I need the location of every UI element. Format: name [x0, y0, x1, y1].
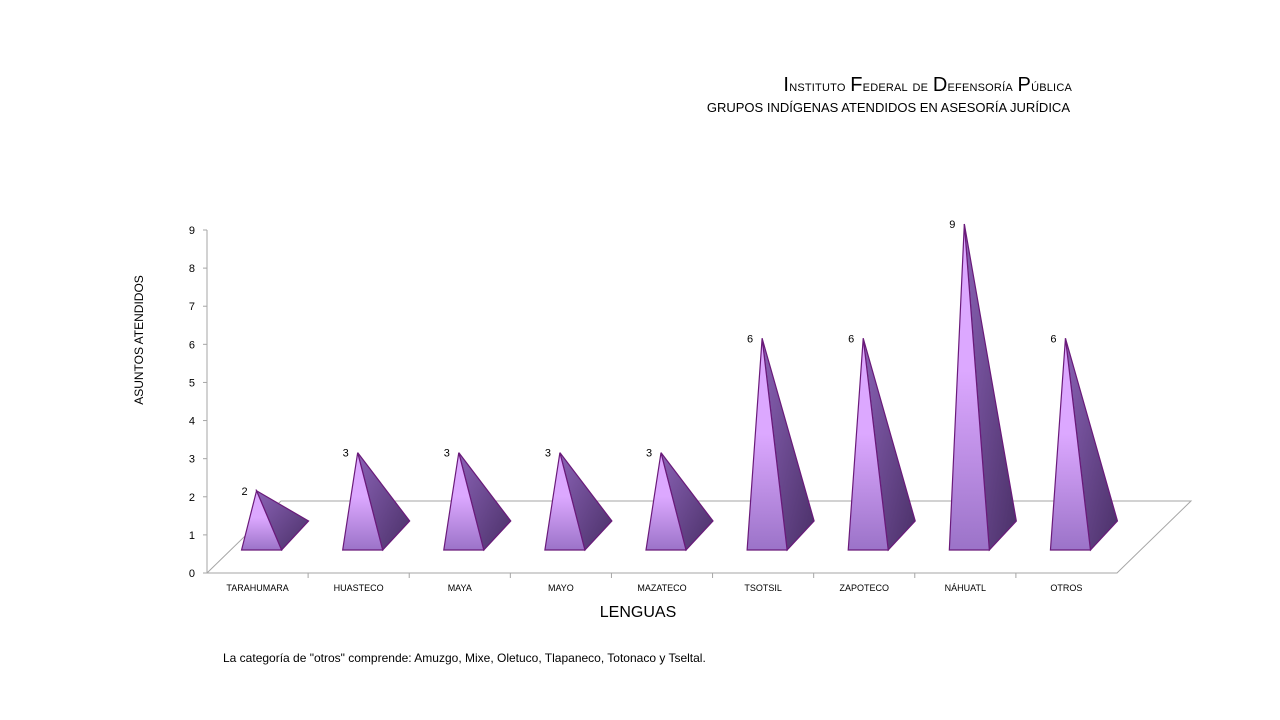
data-label-2: 3: [444, 448, 450, 460]
y-tick-label-0: 0: [189, 568, 195, 580]
title-word-0: nstituto: [789, 78, 851, 95]
x-axis-label: LENGUAS: [599, 604, 677, 621]
y-tick-label-7: 7: [189, 301, 195, 313]
title-word-2: efensoría: [947, 78, 1018, 95]
x-tick-label-6: ZAPOTECO: [839, 583, 889, 593]
data-label-0: 2: [241, 486, 247, 498]
footnote: La categoría de "otros" comprende: Amuzg…: [223, 651, 706, 665]
x-tick-label-4: MAZATECO: [637, 583, 686, 593]
y-tick-label-2: 2: [189, 492, 195, 504]
pyramid-bar-7: [948, 223, 990, 551]
data-label-6: 6: [848, 333, 854, 345]
pyramid-bar-0: [240, 488, 283, 551]
pyramid-bar-5: [746, 338, 788, 551]
chart-title-text: Instituto Federal de Defensoría Pública: [783, 74, 1072, 96]
title-word-1: ederal de: [862, 78, 933, 95]
x-tick-label-5: TSOTSIL: [744, 583, 782, 593]
title-initial-1: F: [850, 74, 863, 96]
y-tick-label-6: 6: [189, 339, 195, 351]
data-label-5: 6: [747, 333, 753, 345]
data-label-4: 3: [646, 448, 652, 460]
y-tick-label-9: 9: [189, 225, 195, 237]
title-initial-0: I: [783, 74, 790, 96]
pyramid-bar-1: [341, 452, 384, 551]
data-label-8: 6: [1050, 333, 1056, 345]
chart-subtitle: GRUPOS INDÍGENAS ATENDIDOS EN ASESORÍA J…: [706, 100, 1070, 115]
data-label-7: 9: [949, 219, 955, 231]
pyramid-bar-2: [443, 452, 485, 551]
title-initial-2: D: [932, 74, 948, 96]
x-tick-label-1: HUASTECO: [334, 583, 384, 593]
pyramid-bar-3: [544, 452, 586, 551]
pyramid-bar-6: [847, 338, 889, 551]
x-tick-label-3: MAYO: [548, 583, 574, 593]
x-tick-label-0: TARAHUMARA: [226, 583, 288, 593]
data-label-1: 3: [343, 448, 349, 460]
y-tick-label-4: 4: [189, 416, 195, 428]
y-tick-label-5: 5: [189, 377, 195, 389]
x-tick-label-7: NÁHUATL: [945, 583, 986, 593]
pyramid-bar-8: [1049, 338, 1092, 551]
title-initial-3: P: [1017, 74, 1032, 96]
x-tick-label-2: MAYA: [448, 583, 472, 593]
y-tick-label-8: 8: [189, 263, 195, 275]
y-tick-label-1: 1: [189, 530, 195, 542]
data-label-3: 3: [545, 448, 551, 460]
chart-title: Instituto Federal de Defensoría Pública: [783, 74, 1072, 97]
title-word-3: ública: [1031, 78, 1072, 95]
pyramid-bar-4: [645, 452, 687, 551]
x-tick-label-8: OTROS: [1050, 583, 1082, 593]
y-tick-label-3: 3: [189, 454, 195, 466]
